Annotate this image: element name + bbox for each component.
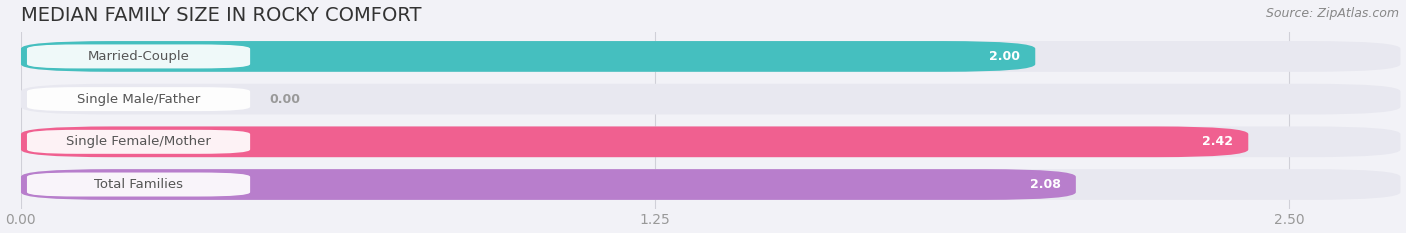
FancyBboxPatch shape	[21, 169, 1076, 200]
FancyBboxPatch shape	[21, 41, 1035, 72]
FancyBboxPatch shape	[21, 41, 1400, 72]
Text: Source: ZipAtlas.com: Source: ZipAtlas.com	[1265, 7, 1399, 20]
FancyBboxPatch shape	[27, 45, 250, 69]
Text: Single Female/Mother: Single Female/Mother	[66, 135, 211, 148]
FancyBboxPatch shape	[27, 172, 250, 196]
Text: Married-Couple: Married-Couple	[87, 50, 190, 63]
FancyBboxPatch shape	[21, 127, 1400, 157]
FancyBboxPatch shape	[21, 169, 1400, 200]
Text: 0.00: 0.00	[270, 93, 301, 106]
Text: 2.08: 2.08	[1029, 178, 1060, 191]
Text: 2.42: 2.42	[1202, 135, 1233, 148]
Text: 2.00: 2.00	[988, 50, 1019, 63]
FancyBboxPatch shape	[27, 87, 250, 111]
FancyBboxPatch shape	[27, 130, 250, 154]
FancyBboxPatch shape	[21, 127, 1249, 157]
Text: Total Families: Total Families	[94, 178, 183, 191]
Text: MEDIAN FAMILY SIZE IN ROCKY COMFORT: MEDIAN FAMILY SIZE IN ROCKY COMFORT	[21, 6, 422, 24]
Text: Single Male/Father: Single Male/Father	[77, 93, 200, 106]
FancyBboxPatch shape	[21, 84, 1400, 114]
